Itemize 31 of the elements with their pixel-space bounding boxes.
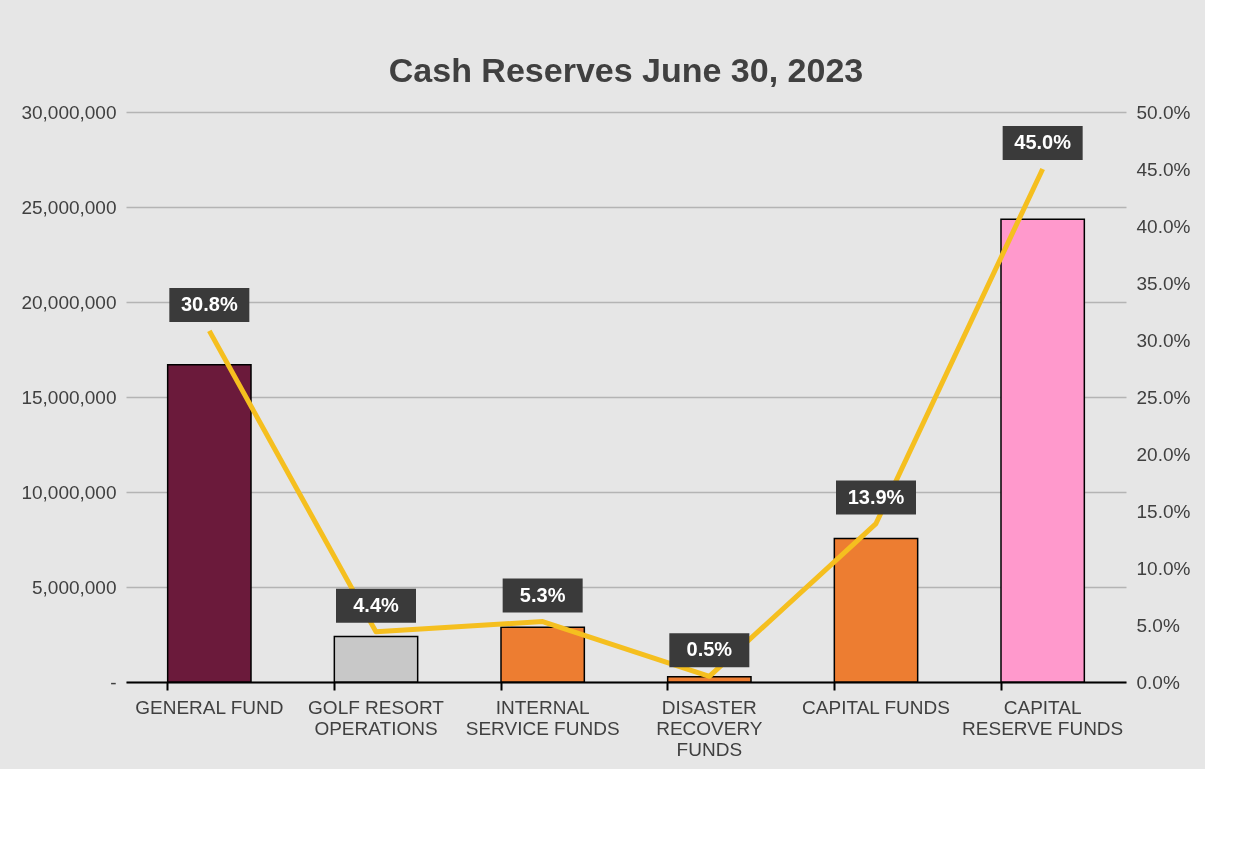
y2-tick-label: 45.0% xyxy=(1136,158,1191,180)
data-label: 13.9% xyxy=(847,485,905,508)
data-label: 5.3% xyxy=(519,583,566,606)
chart-title: Cash Reserves June 30, 2023 xyxy=(388,51,864,89)
y2-tick-label: 25.0% xyxy=(1136,386,1191,408)
y-tick-label: 15,000,000 xyxy=(21,386,117,408)
data-label: 45.0% xyxy=(1014,131,1072,153)
y-tick-label: 5,000,000 xyxy=(31,576,117,598)
y2-tick-label: 20.0% xyxy=(1136,443,1191,465)
y2-tick-label: 30.0% xyxy=(1136,329,1191,351)
y2-tick-label: 40.0% xyxy=(1136,215,1191,237)
y-tick-label: 10,000,000 xyxy=(21,481,117,503)
y2-tick-label: 50.0% xyxy=(1136,101,1191,123)
y-tick-label: - xyxy=(110,671,117,693)
x-tick-label: DISASTER RECOVERY FUNDS xyxy=(656,696,763,760)
x-tick-label: CAPITAL FUNDS xyxy=(802,696,950,718)
data-label: 4.4% xyxy=(353,593,400,616)
x-tick-label: CAPITAL RESERVE FUNDS xyxy=(962,696,1124,739)
y2-tick-label: 10.0% xyxy=(1136,557,1191,579)
x-tick-label: GENERAL FUND xyxy=(135,696,284,718)
data-label: 30.8% xyxy=(180,292,238,315)
x-tick-label: INTERNAL SERVICE FUNDS xyxy=(465,696,620,739)
y-tick-label: 30,000,000 xyxy=(21,101,117,123)
y2-tick-label: 15.0% xyxy=(1136,500,1191,522)
y-tick-label: 20,000,000 xyxy=(21,291,117,313)
y-tick-label: 25,000,000 xyxy=(21,196,117,218)
y2-tick-label: 5.0% xyxy=(1136,614,1180,636)
data-label: 0.5% xyxy=(686,638,733,661)
x-tick-label: GOLF RESORT OPERATIONS xyxy=(308,696,445,739)
y2-tick-label: 35.0% xyxy=(1136,272,1191,294)
y2-tick-label: 0.0% xyxy=(1136,671,1180,693)
